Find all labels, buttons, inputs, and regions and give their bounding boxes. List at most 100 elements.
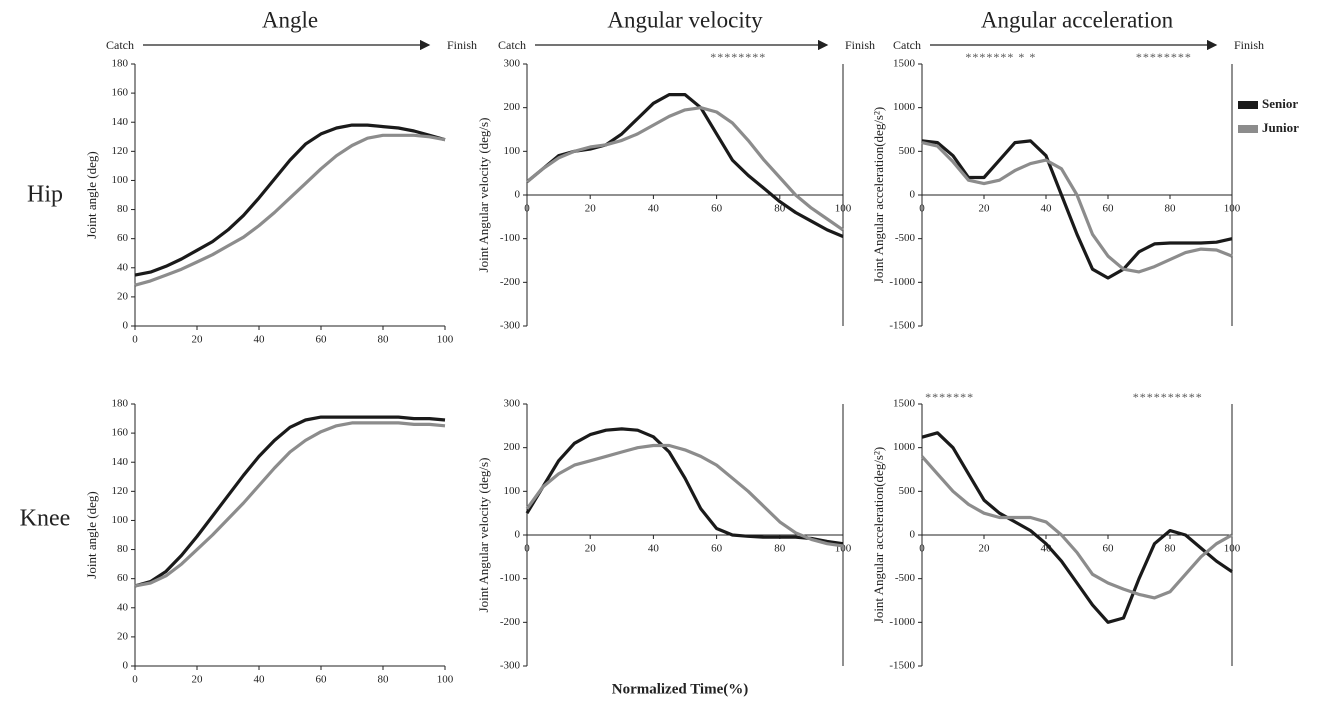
x-tick-label: 0 — [524, 203, 530, 215]
significance-mark: ******** — [710, 50, 766, 64]
series-line — [525, 106, 844, 232]
x-tick-label: 60 — [316, 674, 328, 686]
y-tick-label: 160 — [112, 87, 129, 99]
x-tick-label: 80 — [774, 203, 786, 215]
y-tick-label: 120 — [112, 485, 129, 497]
y-tick-label: 180 — [112, 398, 129, 410]
x-tick-label: 80 — [378, 334, 390, 346]
x-tick-label: 60 — [316, 334, 328, 346]
x-tick-label: 40 — [648, 543, 660, 555]
x-tick-label: 80 — [1165, 543, 1177, 555]
y-tick-label: -100 — [500, 232, 521, 244]
y-tick-label: 0 — [123, 660, 129, 672]
y-tick-label: 0 — [515, 529, 521, 541]
x-tick-label: 80 — [378, 674, 390, 686]
x-tick-label: 20 — [979, 203, 991, 215]
y-tick-label: 300 — [504, 398, 521, 410]
y-tick-label: 100 — [112, 514, 129, 526]
y-tick-label: 160 — [112, 427, 129, 439]
series-line — [525, 93, 844, 238]
legend-label: Junior — [1262, 120, 1299, 135]
y-tick-label: 500 — [899, 485, 916, 497]
y-tick-label: 100 — [504, 145, 521, 157]
y-tick-label: 40 — [117, 601, 129, 613]
y-tick-label: 0 — [910, 529, 916, 541]
x-tick-label: 0 — [132, 674, 138, 686]
x-tick-label: 40 — [254, 674, 266, 686]
x-tick-label: 20 — [192, 674, 204, 686]
y-tick-label: -1000 — [889, 616, 915, 628]
significance-mark: ******** — [1136, 50, 1192, 64]
y-tick-label: -1000 — [889, 276, 915, 288]
x-tick-label: 60 — [711, 543, 723, 555]
y-tick-label: 0 — [123, 320, 129, 332]
y-tick-label: 120 — [112, 145, 129, 157]
column-title: Angle — [262, 7, 318, 32]
y-tick-label: -1500 — [889, 660, 915, 672]
series-line — [525, 427, 844, 546]
x-tick-label: 40 — [254, 334, 266, 346]
y-tick-label: -100 — [500, 572, 521, 584]
significance-mark: ********** — [1133, 390, 1203, 404]
x-tick-label: 100 — [437, 334, 454, 346]
y-tick-label: 20 — [117, 630, 129, 642]
x-tick-label: 100 — [1224, 543, 1241, 555]
x-tick-label: 20 — [585, 203, 597, 215]
significance-mark: ******* — [925, 390, 974, 404]
y-axis-label: Joint Angular acceleration(deg/s²) — [871, 107, 886, 283]
y-tick-label: 140 — [112, 116, 129, 128]
y-tick-label: 300 — [504, 58, 521, 70]
series-line — [921, 431, 1233, 624]
y-tick-label: 140 — [112, 456, 129, 468]
y-tick-label: 40 — [117, 261, 129, 273]
y-tick-label: -500 — [895, 572, 916, 584]
y-axis-label: Joint angle (deg) — [84, 491, 99, 578]
series-line — [134, 415, 446, 588]
phase-start: Catch — [893, 38, 921, 52]
y-axis-label: Joint Angular acceleration(deg/s²) — [871, 447, 886, 623]
y-tick-label: 1500 — [893, 58, 916, 70]
y-tick-label: 1500 — [893, 398, 916, 410]
y-tick-label: -300 — [500, 320, 521, 332]
y-tick-label: -500 — [895, 232, 916, 244]
y-tick-label: 60 — [117, 232, 129, 244]
x-tick-label: 0 — [132, 334, 138, 346]
column-title: Angular velocity — [607, 7, 763, 32]
row-label: Knee — [20, 506, 71, 532]
y-tick-label: 200 — [504, 441, 521, 453]
x-tick-label: 0 — [919, 203, 925, 215]
x-tick-label: 100 — [835, 203, 852, 215]
y-tick-label: 20 — [117, 290, 129, 302]
phase-end: Finish — [845, 38, 875, 52]
x-tick-label: 60 — [1103, 543, 1115, 555]
y-axis-label: Joint Angular velocity (deg/s) — [476, 458, 491, 613]
y-tick-label: -200 — [500, 276, 521, 288]
y-tick-label: 500 — [899, 145, 916, 157]
y-tick-label: -1500 — [889, 320, 915, 332]
y-tick-label: -300 — [500, 660, 521, 672]
y-tick-label: 60 — [117, 572, 129, 584]
series-line — [134, 123, 446, 277]
series-line — [525, 443, 844, 548]
series-line — [921, 139, 1233, 280]
x-tick-label: 60 — [711, 203, 723, 215]
x-tick-label: 80 — [774, 543, 786, 555]
x-tick-label: 40 — [648, 203, 660, 215]
y-tick-label: 100 — [504, 485, 521, 497]
legend-swatch — [1238, 125, 1258, 133]
phase-start: Catch — [106, 38, 134, 52]
series-line — [134, 133, 446, 287]
y-tick-label: 80 — [117, 543, 129, 555]
y-tick-label: 1000 — [893, 101, 916, 113]
column-title: Angular acceleration — [981, 7, 1174, 32]
x-tick-label: 100 — [437, 674, 454, 686]
y-tick-label: 0 — [515, 189, 521, 201]
y-tick-label: 200 — [504, 101, 521, 113]
y-tick-label: 180 — [112, 58, 129, 70]
x-tick-label: 20 — [192, 334, 204, 346]
legend-label: Senior — [1262, 96, 1298, 111]
x-tick-label: 60 — [1103, 203, 1115, 215]
phase-end: Finish — [447, 38, 477, 52]
y-tick-label: 100 — [112, 174, 129, 186]
